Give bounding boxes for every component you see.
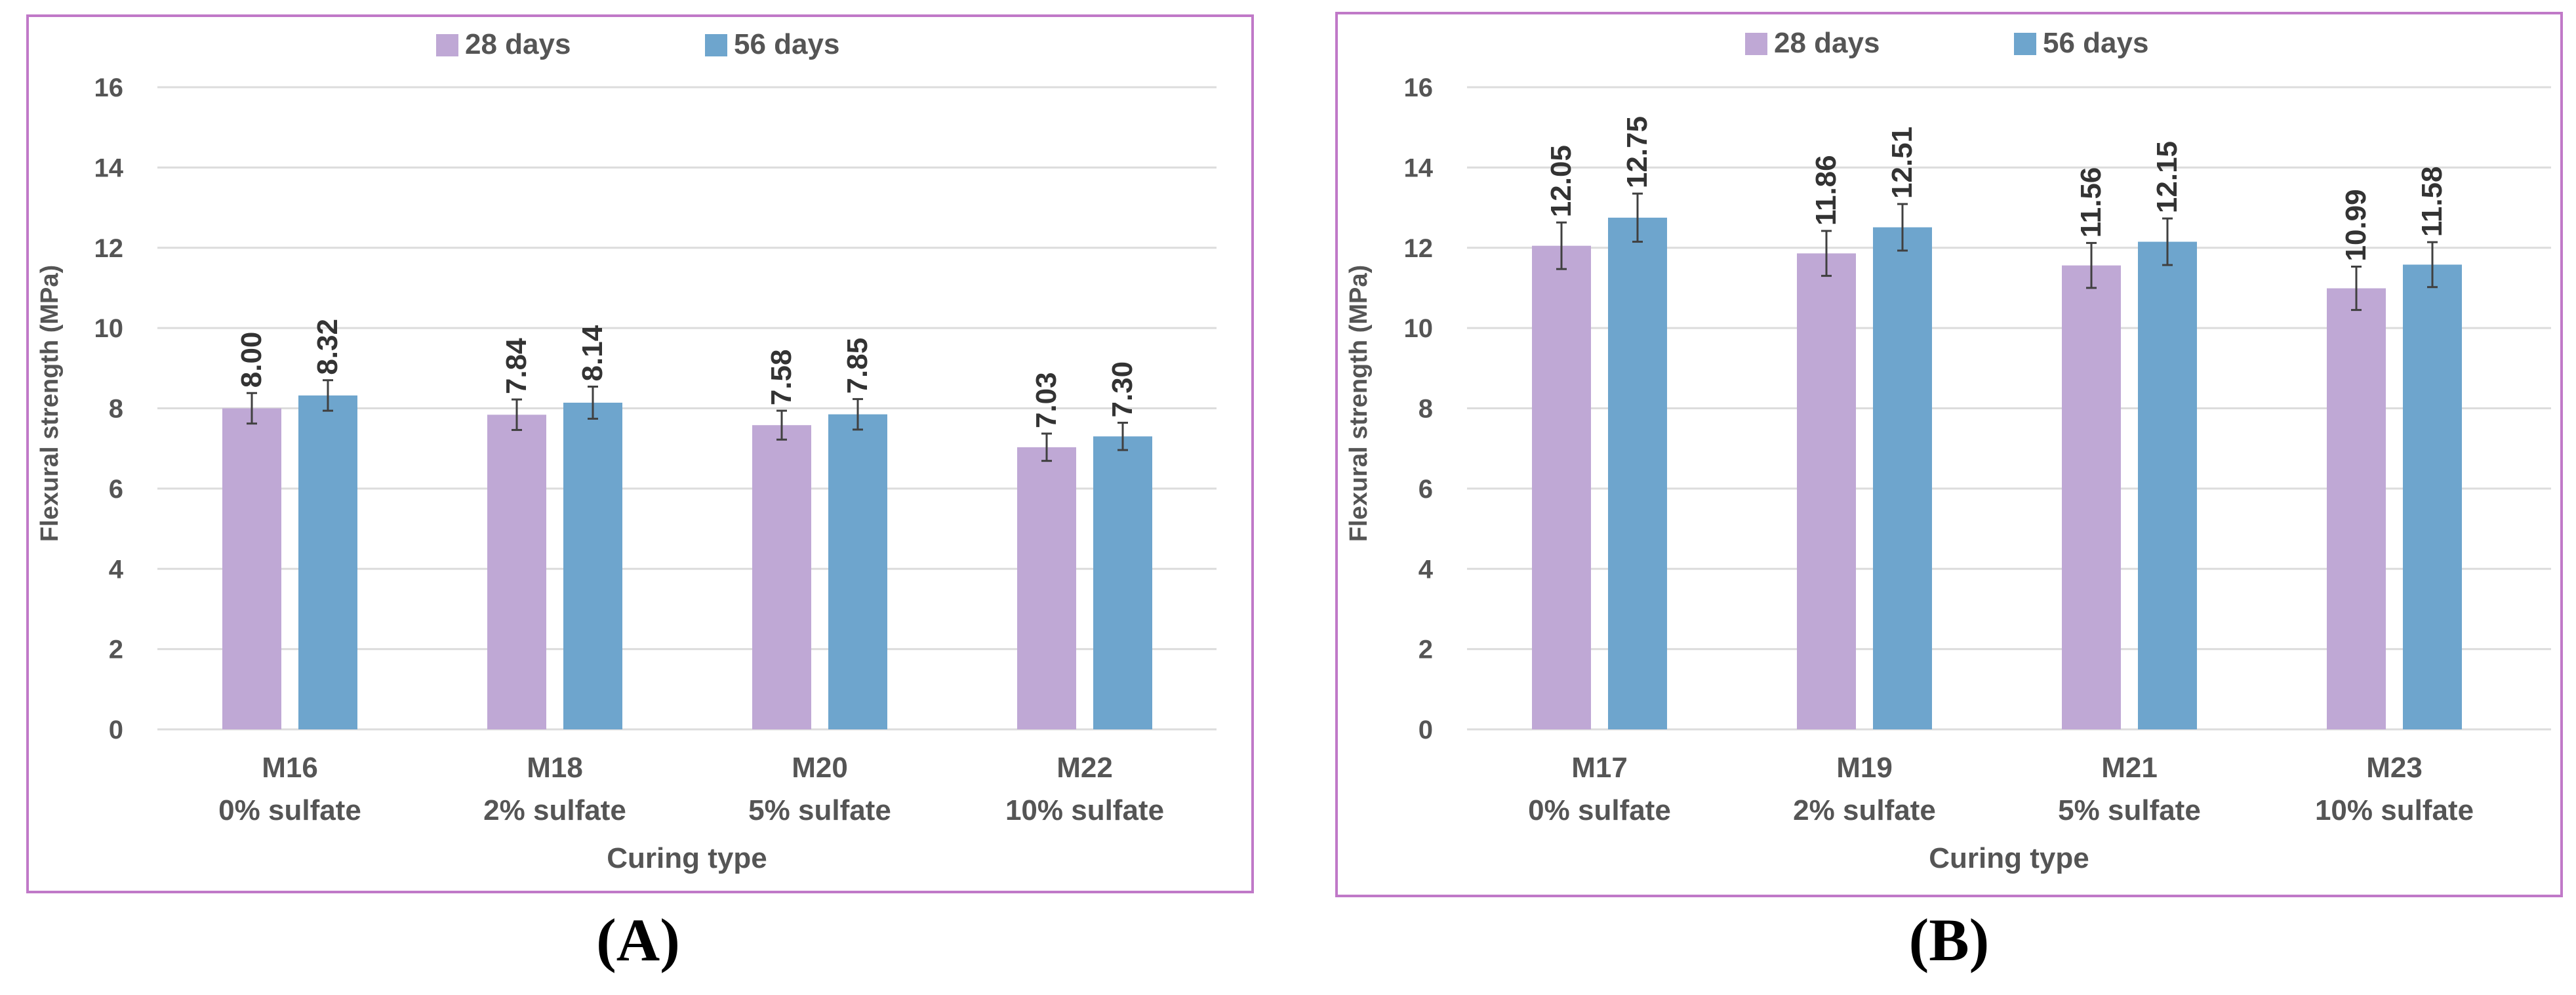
x-category-sublabel: 2% sulfate [1793,794,1936,826]
data-label: 11.56 [2075,167,2107,238]
y-tick-label: 12 [94,234,124,263]
y-axis-title: Flexural strength (MPa) [36,265,64,542]
panel-label-a: (A) [596,906,680,973]
bar [2138,241,2197,729]
y-tick-label: 4 [109,555,124,584]
y-tick-label: 6 [1419,475,1433,504]
bar [1873,227,1932,729]
bar [2327,288,2386,729]
y-tick-label: 12 [1404,234,1434,263]
data-label: 8.14 [576,325,609,381]
y-axis-title: Flexural strength (MPa) [1345,265,1373,542]
x-category-label: M18 [527,752,583,784]
y-tick-label: 8 [1419,395,1433,424]
bar [563,402,622,729]
bar [1532,245,1591,729]
bar [1017,447,1076,729]
bar [2062,265,2121,729]
x-category-label: M21 [2101,752,2158,784]
data-label: 7.30 [1106,361,1138,418]
data-label: 11.58 [2416,166,2448,237]
y-tick-label: 14 [94,153,124,182]
x-category-label: M23 [2366,752,2423,784]
x-category-sublabel: 5% sulfate [2058,794,2201,826]
y-tick-label: 10 [1404,314,1434,343]
y-tick-label: 6 [109,475,123,504]
data-label: 12.15 [2151,141,2183,213]
chart-panel-b: 0 2 4 6 8 10 12 14 16 Flexural strength (MPa) 28 d… [1335,12,2563,897]
y-tick-label: 0 [109,716,123,744]
x-category-label: M16 [262,752,318,784]
y-tick-label: 10 [94,314,124,343]
data-label: 10.99 [2340,189,2372,261]
y-tick-label: 8 [109,395,123,424]
bar [298,395,357,729]
legend-swatch [705,34,727,56]
x-category-label: M17 [1571,752,1628,784]
y-tick-label: 16 [1404,73,1434,102]
chart-frame [1335,12,2563,897]
x-category-sublabel: 5% sulfate [748,794,891,826]
data-label: 11.86 [1810,155,1842,226]
panel-label-b: (B) [1908,906,1990,973]
legend-label: 56 days [734,28,839,60]
x-axis-title: Curing type [1929,842,2089,874]
legend-label: 56 days [2043,27,2148,59]
data-label: 12.51 [1886,127,1918,199]
chart-frame [26,14,1254,893]
chart-panel-a: 0 2 4 6 8 10 12 14 16 Flexural strength (MPa) 28 d… [26,14,1254,893]
y-tick-label: 2 [109,636,123,664]
bar [752,425,811,729]
data-label: 12.05 [1545,145,1577,217]
legend-swatch [436,34,458,56]
y-tick-label: 4 [1419,555,1434,584]
x-category-sublabel: 0% sulfate [218,794,361,826]
bar [828,414,887,729]
y-tick-label: 2 [1419,636,1433,664]
data-label: 7.03 [1030,372,1062,428]
bar [1608,217,1667,729]
legend-swatch [1745,33,1767,55]
x-category-sublabel: 10% sulfate [2315,794,2474,826]
y-tick-label: 16 [94,73,124,102]
y-tick-label: 14 [1404,153,1434,182]
x-category-label: M20 [792,752,848,784]
bar [2403,264,2462,730]
x-category-sublabel: 0% sulfate [1528,794,1671,826]
bar [1797,253,1856,729]
data-label: 8.00 [235,332,268,388]
x-category-sublabel: 10% sulfate [1005,794,1164,826]
data-label: 7.58 [765,350,797,406]
legend-swatch [2014,33,2036,55]
data-label: 7.84 [500,338,533,394]
legend-label: 28 days [1774,27,1880,59]
bar [1093,436,1152,729]
x-category-sublabel: 2% sulfate [483,794,626,826]
y-tick-label: 0 [1419,716,1433,744]
data-label: 8.32 [312,319,344,375]
bar [487,415,546,729]
x-category-label: M22 [1057,752,1113,784]
legend-label: 28 days [465,28,571,60]
data-label: 12.75 [1621,116,1653,188]
x-axis-title: Curing type [607,842,767,874]
bar [222,408,281,729]
data-label: 7.85 [841,338,874,394]
x-category-label: M19 [1836,752,1893,784]
